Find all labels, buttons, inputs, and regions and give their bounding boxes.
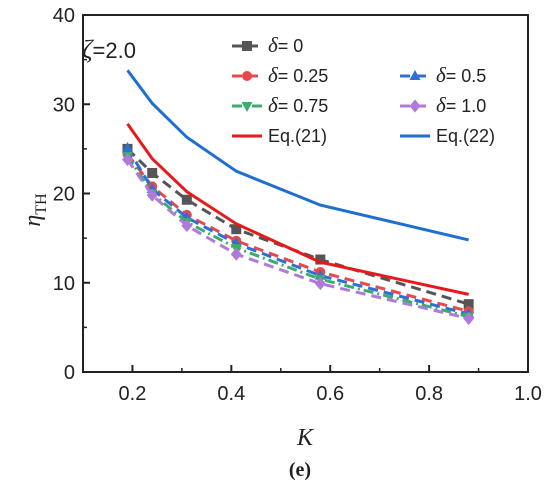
y-axis-label-sub: TH xyxy=(33,193,50,215)
data-point xyxy=(147,167,158,178)
x-axis-ticks: 0.2 0.4 0.6 0.8 1.0 xyxy=(82,365,542,405)
legend-item: δ= 0.5 xyxy=(400,63,486,87)
x-tick-label: 0.6 xyxy=(316,383,344,405)
legend-label: δ= 0.5 xyxy=(436,63,486,87)
x-tick-label: 0.2 xyxy=(119,383,147,405)
legend-item: δ= 0.25 xyxy=(232,63,328,87)
series-1 xyxy=(122,149,474,317)
legend-label: δ= 1.0 xyxy=(436,93,486,117)
data-point xyxy=(230,247,242,261)
x-tick-label: 1.0 xyxy=(514,383,542,405)
series-line xyxy=(126,69,470,242)
data-point xyxy=(242,41,252,51)
data-point xyxy=(242,71,252,81)
zeta-annotation: ζ=2.0 xyxy=(82,35,136,64)
legend-label: Eq.(21) xyxy=(268,126,327,146)
zeta-symbol: ζ xyxy=(82,35,94,64)
data-point xyxy=(463,299,474,310)
data-point xyxy=(314,277,326,291)
data-point xyxy=(122,141,133,152)
y-tick-label: 10 xyxy=(53,273,75,295)
data-point xyxy=(409,70,421,80)
data-point xyxy=(463,311,475,325)
legend-label: δ= 0.25 xyxy=(268,63,328,87)
data-point xyxy=(241,102,253,112)
panel-label: (e) xyxy=(289,459,311,481)
legend-label: Eq.(22) xyxy=(436,126,495,146)
series-line xyxy=(126,158,470,320)
series-3 xyxy=(122,152,475,323)
data-point xyxy=(122,153,133,167)
series-line xyxy=(126,155,470,319)
legend-item: δ= 0.75 xyxy=(232,93,328,117)
data-point xyxy=(181,219,193,233)
y-tick-label: 20 xyxy=(53,184,75,206)
series-5 xyxy=(126,123,469,296)
y-axis-label: ηTH xyxy=(20,193,50,227)
data-point xyxy=(315,254,326,265)
legend-label: δ= 0 xyxy=(268,33,303,57)
data-point xyxy=(146,188,158,202)
series-layer xyxy=(122,69,475,325)
zeta-value: =2.0 xyxy=(93,38,136,63)
y-tick-label: 0 xyxy=(64,362,75,384)
data-point xyxy=(409,99,421,113)
series-4 xyxy=(122,153,475,325)
legend-item: Eq.(21) xyxy=(232,126,327,146)
series-6 xyxy=(126,69,470,242)
data-point xyxy=(231,224,242,235)
y-tick-label: 40 xyxy=(53,5,75,27)
y-axis-label-main: η xyxy=(20,215,46,227)
x-tick-label: 0.4 xyxy=(217,383,245,405)
legend-item: δ= 1.0 xyxy=(400,93,486,117)
y-tick-label: 30 xyxy=(53,94,75,116)
y-axis-ticks: 0 10 20 30 40 xyxy=(53,5,90,384)
series-line xyxy=(126,123,469,296)
legend-item: δ= 0 xyxy=(232,33,303,57)
legend-label: δ= 0.75 xyxy=(268,93,328,117)
legend-item: Eq.(22) xyxy=(400,126,495,146)
x-axis-label: K xyxy=(296,425,315,451)
data-point xyxy=(181,194,192,205)
x-tick-label: 0.8 xyxy=(415,383,443,405)
legend: δ= 0 δ= 0.25 δ= 0.5 δ= 0.75 δ= 1.0 Eq.(21) Eq.… xyxy=(232,33,495,146)
series-line xyxy=(126,147,470,316)
